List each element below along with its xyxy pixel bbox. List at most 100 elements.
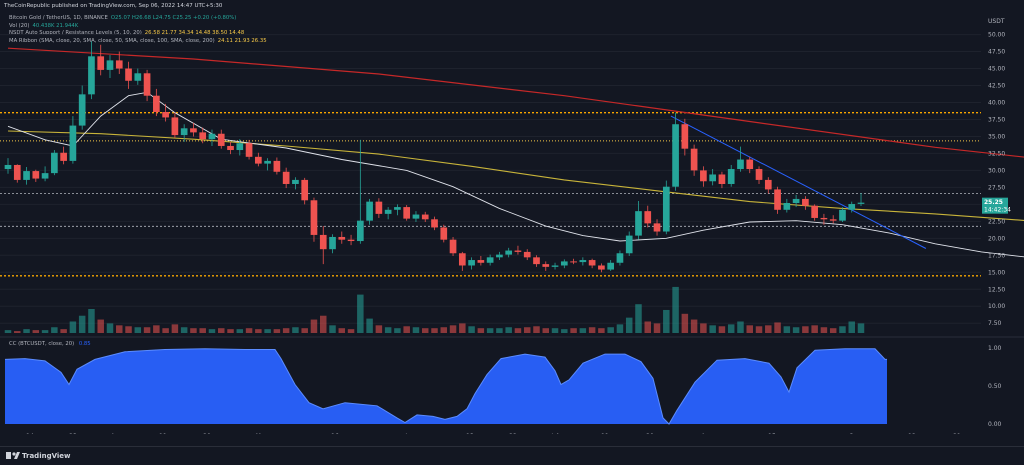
volume-bar [625,317,633,333]
date-tick: 11 [159,433,167,434]
legend-values: 26.58 21.77 34.34 14.48 38.50 14.48 [144,30,245,37]
date-tick: 13 [466,433,474,434]
volume-bar [338,328,346,333]
candle [727,169,735,184]
volume-bar [51,327,58,333]
volume-bar [421,328,429,333]
candle [560,261,568,266]
candle [245,143,253,157]
legend-label: MA Ribbon (SMA, close, 20, SMA, close, 5… [9,37,215,44]
candle [282,171,290,184]
candle [523,251,531,258]
volume-bar [60,329,67,333]
date-tick: Jun [404,433,415,434]
volume-bar [440,327,448,333]
candle [635,211,642,236]
price-tick: 27.50 [988,184,1005,191]
candle [310,200,318,235]
candle [533,257,540,265]
candle [78,94,86,126]
candle [69,125,77,161]
date-tick: Sep [849,433,861,434]
candle [134,73,142,81]
candle [579,260,587,263]
candle [774,189,781,210]
cc-tick: 0.00 [988,421,1002,428]
cc-legend-value: 0.85 [78,341,91,347]
volume-bar [171,324,179,333]
volume-bar [97,319,104,333]
volume-bar [486,328,494,333]
candle [60,152,67,161]
volume-bar [227,329,234,333]
candle [356,220,364,242]
candle [764,179,772,190]
candle [13,164,21,180]
legend-label: Bitcoin Gold / TetherUS, 1D, BINANCE [9,15,108,21]
candle [505,250,513,255]
candle [143,73,151,96]
candle [672,124,679,187]
volume-bar [811,325,818,333]
date-tick: Aug [701,433,713,434]
bottom-bar: TradingView [0,446,1024,465]
candle [264,160,271,164]
price-tick: 45.00 [988,66,1005,73]
candle [449,239,457,254]
legend-label: Vol (20) [9,22,30,29]
candle [755,169,763,180]
volume-bar [236,329,244,333]
price-tick: 15.00 [988,269,1005,276]
candle [171,117,179,136]
volume-bar [403,326,410,333]
volume-bar [737,321,744,333]
date-tick: 20 [646,433,654,434]
legend-values: 24.11 21.93 26.35 [217,37,267,44]
volume-bar [653,323,661,333]
candle [496,254,503,258]
candle [292,179,299,184]
trendline [670,115,927,249]
tradingview-wordmark: TradingView [22,452,71,460]
candle [115,60,123,69]
price-tick: 10.00 [988,303,1005,310]
price-tick: 42.50 [988,83,1005,90]
publisher-line: TheCoinRepublic published on TradingView… [4,3,223,9]
candle [681,124,689,149]
volume-bar [282,328,290,333]
candle [737,159,744,170]
volume-bar [820,327,828,333]
cc-indicator-chart[interactable]: 1.00 0.50 0.00 14 23 Apr 11 20 May 16 Jun 13 22 Jul 11… [0,338,1024,434]
volume-bar [477,328,485,333]
volume-bar [23,329,30,333]
price-tick: 50.00 [988,32,1005,39]
date-tick: 20 [203,433,211,434]
price-tick: 20.00 [988,235,1005,242]
ma100-line [7,130,1024,221]
volume-bar [431,328,438,333]
volume-bar [412,327,420,333]
volume-bar [292,327,299,333]
volume-bar [347,329,355,333]
volume-bar [88,309,95,333]
candle [23,171,30,180]
volume-bar [746,325,753,333]
date-tick: 11 [601,433,609,434]
volume-bar [839,326,846,333]
volume-bar [310,319,318,333]
date-tick: Apr [111,433,122,434]
price-tick: 40.00 [988,99,1005,106]
candle [588,260,596,266]
candle [625,235,633,254]
candle [236,143,244,151]
volume-bar [607,327,614,333]
price-chart[interactable]: USDT 50.00 47.50 45.00 42.50 40.00 37.50 35.00 3… [0,12,1024,338]
cc-area [5,348,887,424]
candle [839,209,846,221]
cc-axis: 1.00 0.50 0.00 [988,345,1002,428]
candle [607,262,615,270]
legend-line-2: NSDT Auto Support / Resistance Levels (5… [9,30,244,36]
volume-bar [663,309,670,333]
candle [319,234,327,250]
candle [644,211,652,224]
